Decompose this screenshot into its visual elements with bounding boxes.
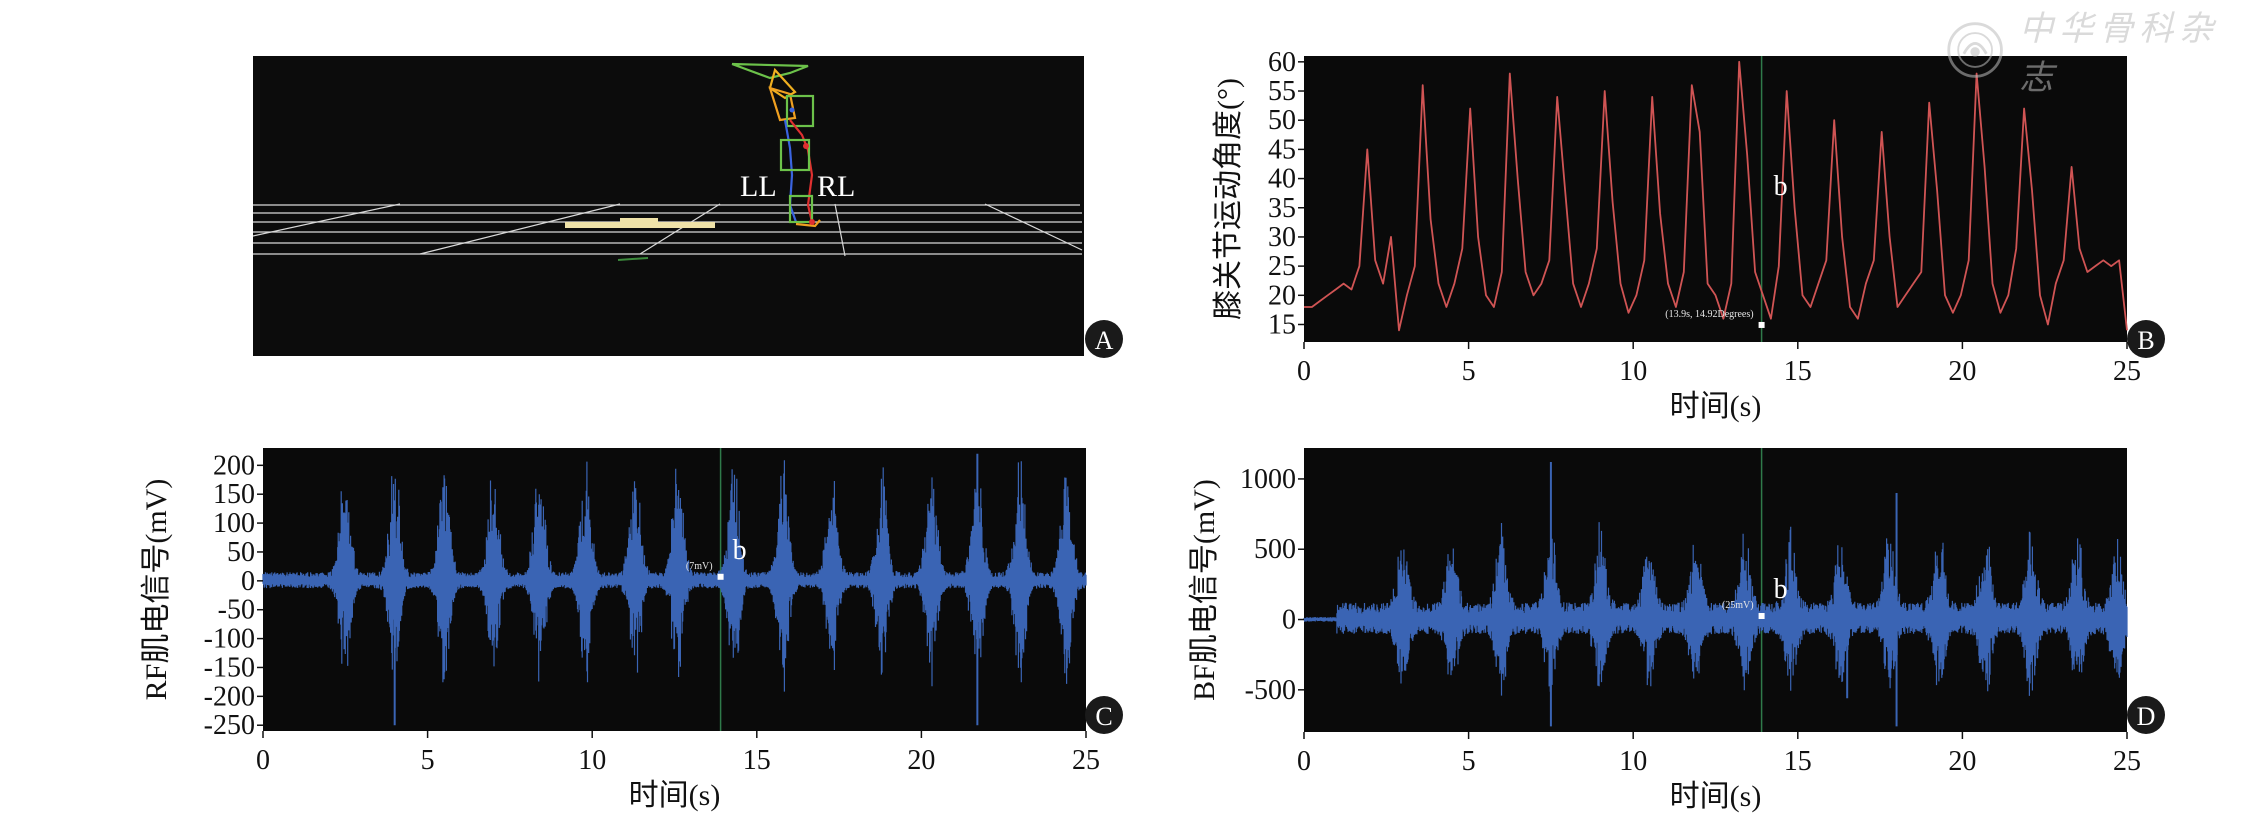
plot-area: [1304, 56, 2127, 342]
panel-badge-label: C: [1095, 702, 1112, 731]
y-tick-label: -150: [204, 652, 255, 683]
plot-area: [1304, 448, 2127, 732]
skeleton-figure: [731, 62, 821, 228]
x-tick-label: 25: [2113, 746, 2141, 777]
x-tick-label: 20: [1948, 356, 1976, 387]
panel-badge: [2127, 320, 2165, 358]
y-tick-label: -250: [204, 710, 255, 741]
y-axis-label: 膝关节运动角度(°): [1212, 78, 1245, 320]
y-axis-label: BF肌电信号(mV): [1188, 479, 1221, 701]
y-tick-label: 0: [241, 566, 255, 597]
panel-badge-a-label: A: [1095, 326, 1114, 355]
journal-watermark: 中华骨科杂志: [1945, 9, 2245, 98]
y-axis-label: RF肌电信号(mV): [140, 479, 173, 701]
panel-badge-label: D: [2137, 702, 2156, 731]
x-tick-label: 20: [907, 745, 935, 776]
force-plate-2: [620, 218, 658, 224]
x-tick-label: 15: [1784, 356, 1812, 387]
series-line: [1304, 60, 2128, 332]
right-leg-label: RL: [817, 170, 855, 203]
y-tick-label: 50: [227, 537, 255, 568]
marker-label: b: [1774, 171, 1788, 202]
marker-value: (25mV): [1722, 600, 1754, 611]
foot-shadow: [617, 257, 649, 261]
x-axis-label: 时间(s): [1670, 780, 1762, 813]
y-tick-label: 40: [1268, 164, 1296, 195]
panel-badge: [1085, 696, 1123, 734]
marker-label: b: [1774, 574, 1788, 605]
y-tick-label: 15: [1268, 309, 1296, 340]
y-tick-label: 1000: [1240, 464, 1296, 495]
y-tick-label: 20: [1268, 280, 1296, 311]
x-tick-label: 0: [256, 745, 270, 776]
marker-point: [717, 573, 724, 580]
marker-value: (7mV): [686, 561, 713, 572]
x-tick-label: 0: [1297, 746, 1311, 777]
x-tick-label: 5: [421, 745, 435, 776]
journal-logo-icon: [1947, 22, 2003, 78]
x-tick-label: 25: [1072, 745, 1100, 776]
y-tick-label: 500: [1254, 534, 1296, 565]
force-plate: [565, 222, 715, 228]
x-tick-label: 0: [1297, 356, 1311, 387]
y-tick-label: 55: [1268, 76, 1296, 107]
x-tick-label: 20: [1948, 746, 1976, 777]
y-tick-label: 0: [1282, 605, 1296, 636]
journal-watermark-text: 中华骨科杂志: [2019, 9, 2220, 98]
panel-d: (25mV) b -500 0 500 1000 0 5 10 15 20 25 时间(s) BF肌电信号…: [1188, 448, 2165, 813]
marker-point: [1758, 613, 1765, 620]
y-tick-label: 150: [213, 479, 255, 510]
y-tick-label: 35: [1268, 193, 1296, 224]
marker-point: [1758, 321, 1765, 328]
y-tick-label: 45: [1268, 134, 1296, 165]
panel-badge-label: B: [2137, 326, 2154, 355]
y-tick-label: -500: [1245, 675, 1296, 706]
x-tick-label: 10: [578, 745, 606, 776]
x-tick-label: 10: [1619, 746, 1647, 777]
y-tick-label: -100: [204, 624, 255, 655]
y-tick-label: 60: [1268, 47, 1296, 78]
marker-value: (13.9s, 14.92Degrees): [1665, 309, 1753, 320]
left-leg-label: LL: [740, 170, 777, 203]
x-tick-label: 5: [1462, 746, 1476, 777]
y-tick-label: -50: [218, 595, 255, 626]
x-axis-label: 时间(s): [629, 779, 721, 812]
y-tick-label: 30: [1268, 222, 1296, 253]
y-tick-label: 25: [1268, 251, 1296, 282]
x-tick-label: 15: [1784, 746, 1812, 777]
x-tick-label: 5: [1462, 356, 1476, 387]
x-tick-label: 25: [2113, 356, 2141, 387]
panel-b: (13.9s, 14.92Degrees)b152025303540455055…: [1212, 47, 2165, 423]
y-tick-label: -200: [204, 681, 255, 712]
x-axis-label: 时间(s): [1670, 390, 1762, 423]
y-tick-label: 200: [213, 450, 255, 481]
panel-a: LL RL A: [252, 56, 1123, 358]
y-tick-label: 50: [1268, 105, 1296, 136]
marker-label: b: [733, 535, 747, 566]
panel-badge-a: [1085, 320, 1123, 358]
x-tick-label: 15: [743, 745, 771, 776]
panel-a-background: [253, 56, 1084, 356]
panel-badge: [2127, 696, 2165, 734]
y-tick-label: 100: [213, 508, 255, 539]
x-tick-label: 10: [1619, 356, 1647, 387]
